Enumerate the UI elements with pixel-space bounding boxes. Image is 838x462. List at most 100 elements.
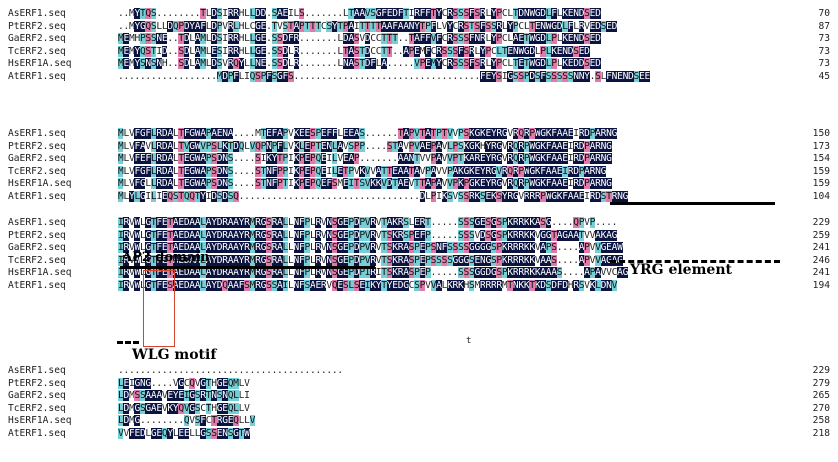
alignment-row: PtERF2.seq LEIGNG....VGCQVGTHGEQMLV 279 xyxy=(0,377,838,391)
sequence-name: HsERF1A.seq xyxy=(8,415,72,426)
sequence-name: TcERF2.seq xyxy=(8,45,66,57)
alignment-row: GaERF2.seq LDMSSAAAVEYEIGSRTNSNQLLI 265 xyxy=(0,390,838,403)
sequence-end-position: 246 xyxy=(812,254,830,266)
sequence-residues: MLVFAVLRDALTVGWVPSLKTDQLVQPNPFLVKLEPTENL… xyxy=(118,140,612,152)
sequence-end-position: 194 xyxy=(812,279,830,291)
sequence-name: AsERF1.seq xyxy=(8,217,66,228)
sequence-residues: ..MYGQSLLDQPDYAFLDPVRLHLCGE.TVSTAPTTTCSY… xyxy=(118,20,618,32)
sequence-end-position: 218 xyxy=(812,427,830,439)
sequence-end-position: 73 xyxy=(818,45,830,57)
wlg-motif-box xyxy=(143,270,175,347)
t-mark: t xyxy=(466,336,472,346)
alignment-block: AsERF1.seq..............................… xyxy=(0,365,838,440)
sequence-end-position: 259 xyxy=(812,229,830,241)
alignment-row: AtERF1.seq VVFEDLGEQYLEELLGSSENSGTW 218 xyxy=(0,427,838,441)
sequence-end-position: 265 xyxy=(812,390,830,401)
sequence-residues: MLVFEFLRDALTEGWAPSDNS....SIKYTPIKPEPQEIL… xyxy=(118,153,612,164)
sequence-name: AtERF1.seq xyxy=(8,70,66,82)
wlg-motif-label: WLG motif xyxy=(132,347,217,363)
sequence-end-position: 279 xyxy=(812,377,830,389)
sequence-residues: LEIGNG....VGCQVGTHGEQMLV xyxy=(118,377,250,389)
sequence-end-position: 87 xyxy=(818,20,830,32)
sequence-name: TcERF2.seq xyxy=(8,402,66,414)
alignment-row: PtERF2.seq IRVWLGTFETAEDAALAYDRAAYRMRGSRA… xyxy=(0,229,838,243)
sequence-end-position: 173 xyxy=(812,140,830,152)
alignment-row: GaERF2.seq MEMHPSSNE..TDLAMLDSIRRHLLGE.SS… xyxy=(0,33,838,46)
sequence-name: AtERF1.seq xyxy=(8,427,66,439)
alignment-row: GaERF2.seq MLVFEFLRDALTEGWAPSDNS....SIKYT… xyxy=(0,153,838,166)
sequence-name: AsERF1.seq xyxy=(8,128,66,139)
sequence-residues: ........................................… xyxy=(118,365,343,376)
sequence-residues: IRVWLGTFESAEDAALAYDQAAFSMRGSSAILNFSAERVQ… xyxy=(118,279,618,291)
sequence-residues: MEMHPSSNE..TDLAMLDSIRRHLLGE.SSDFR.......… xyxy=(118,33,601,44)
sequence-residues: ..MYTQS........TLDSIRRHLLDD.SAEILS......… xyxy=(118,8,601,19)
sequence-name: PtERF2.seq xyxy=(8,20,66,32)
sequence-name: PtERF2.seq xyxy=(8,229,66,241)
sequence-residues: MEMYSNSNH..SDLAMLDSVRQYLLNE.SSDLR.......… xyxy=(118,58,601,69)
sequence-residues: IRVWLGTFETAEDAALAYDRAAYRMRGSRALLNFPLRVNS… xyxy=(118,267,629,278)
alignment-block: AsERF1.seq IRVWLGTFETAEDAALAYDRAAYRMRGSRA… xyxy=(0,217,838,292)
sequence-end-position: 70 xyxy=(818,8,830,19)
sequence-name: HsERF1A.seq xyxy=(8,58,72,69)
yrg-element-bar xyxy=(610,202,775,205)
sequence-name: PtERF2.seq xyxy=(8,377,66,389)
sequence-residues: IRVWLGTFETAEDAALAYDRAAYRMRGSRALLNFPLRVNS… xyxy=(118,229,618,241)
sequence-residues: MEMYQSTID..SDLAMLESIRRHLLGE.SSDLR.......… xyxy=(118,45,590,57)
sequence-name: TcERF2.seq xyxy=(8,165,66,177)
sequence-name: GaERF2.seq xyxy=(8,33,66,44)
sequence-end-position: 73 xyxy=(818,58,830,69)
sequence-residues: LDMG........QVSFCTRGEQLLV xyxy=(118,415,256,426)
sequence-residues: IRVWLGTFETAEDAALAYDRAAYRMRGSRALLNFPLRVNS… xyxy=(118,242,623,253)
sequence-name: AtERF1.seq xyxy=(8,279,66,291)
alignment-row: GaERF2.seq IRVWLGTFETAEDAALAYDRAAYRMRGSRA… xyxy=(0,242,838,255)
sequence-residues: MLVFGFLRDALTFGWAPAENA....MTEFAPVKEESPEFF… xyxy=(118,128,618,139)
sequence-residues: VVFEDLGEQYLEELLGSSENSGTW xyxy=(118,427,250,439)
alignment-row: AsERF1.seq ..MYTQS........TLDSIRRHLLDD.SA… xyxy=(0,8,838,21)
yrg-element-dashes xyxy=(610,260,780,263)
sequence-name: HsERF1A.seq xyxy=(8,267,72,278)
alignment-row: HsERF1A.seq MEMYSNSNH..SDLAMLDSVRQYLLNE.S… xyxy=(0,58,838,71)
sequence-residues: MLVFGFLRDALTEGWAPSDNS....STNFPPIKPEPQEIL… xyxy=(118,165,607,177)
sequence-end-position: 45 xyxy=(818,70,830,82)
sequence-end-position: 159 xyxy=(812,178,830,189)
alignment-row: AsERF1.seq MLVFGFLRDALTFGWAPAENA....MTEFA… xyxy=(0,128,838,141)
alignment-row: AtERF1.seq MLYLGILIEQSTQQTYIDSDSQ........… xyxy=(0,190,838,204)
sequence-end-position: 258 xyxy=(812,415,830,426)
sequence-name: TcERF2.seq xyxy=(8,254,66,266)
sequence-name: GaERF2.seq xyxy=(8,242,66,253)
alignment-row: AtERF1.seq IRVWLGTFESAEDAALAYDQAAFSMRGSSA… xyxy=(0,279,838,293)
sequence-residues: ..................MDPFLIQSPFSGFS........… xyxy=(118,70,650,82)
sequence-name: GaERF2.seq xyxy=(8,390,66,401)
sequence-name: AsERF1.seq xyxy=(8,8,66,19)
alignment-block: AsERF1.seq MLVFGFLRDALTFGWAPAENA....MTEFA… xyxy=(0,128,838,203)
ap2-domain-label: AP2 domain xyxy=(122,250,210,265)
sequence-name: GaERF2.seq xyxy=(8,153,66,164)
alignment-row: AsERF1.seq..............................… xyxy=(0,365,838,378)
alignment-row: PtERF2.seq MLVFAVLRDALTVGWVPSLKTDQLVQPNPF… xyxy=(0,140,838,154)
alignment-block: AsERF1.seq ..MYTQS........TLDSIRRHLLDD.SA… xyxy=(0,8,838,83)
alignment-row: AtERF1.seq ..................MDPFLIQSPFSG… xyxy=(0,70,838,84)
sequence-end-position: 154 xyxy=(812,153,830,164)
alignment-row: HsERF1A.seq MLVFGLLRDALTEGWAPSDNS....STNF… xyxy=(0,178,838,191)
wlg-motif-dashes xyxy=(117,341,139,344)
sequence-name: AtERF1.seq xyxy=(8,190,66,202)
sequence-end-position: 241 xyxy=(812,242,830,253)
sequence-end-position: 229 xyxy=(812,217,830,228)
alignment-row: HsERF1A.seq LDMG........QVSFCTRGEQLLV 258 xyxy=(0,415,838,428)
sequence-end-position: 270 xyxy=(812,402,830,414)
sequence-end-position: 159 xyxy=(812,165,830,177)
sequence-name: PtERF2.seq xyxy=(8,140,66,152)
sequence-end-position: 73 xyxy=(818,33,830,44)
sequence-name: HsERF1A.seq xyxy=(8,178,72,189)
alignment-row: TcERF2.seq IRVWLGTFETAEDAALAYDRAAYRMRGSRA… xyxy=(0,254,838,268)
alignment-row: HsERF1A.seq IRVWLGTFETAEDAALAYDRAAYRMRGSR… xyxy=(0,267,838,280)
ap2-domain-bar xyxy=(120,266,375,269)
alignment-row: TcERF2.seq LDMGSGAEVKYQVGSCTHGEQLLV 270 xyxy=(0,402,838,416)
alignment-row: TcERF2.seq MLVFGFLRDALTEGWAPSDNS....STNFP… xyxy=(0,165,838,179)
sequence-residues: MLYLGILIEQSTQQTYIDSDSQ..................… xyxy=(118,190,629,202)
sequence-residues: IRVWLGTFETAEDAALAYDRAAYRMRGSRALLNFPLRVNS… xyxy=(118,217,618,228)
sequence-residues: IRVWLGTFETAEDAALAYDRAAYRMRGSRALLNFPLRVNS… xyxy=(118,254,623,266)
alignment-row: TcERF2.seq MEMYQSTID..SDLAMLESIRRHLLGE.SS… xyxy=(0,45,838,59)
sequence-residues: LDMSSAAAVEYEIGSRTNSNQLLI xyxy=(118,390,250,401)
